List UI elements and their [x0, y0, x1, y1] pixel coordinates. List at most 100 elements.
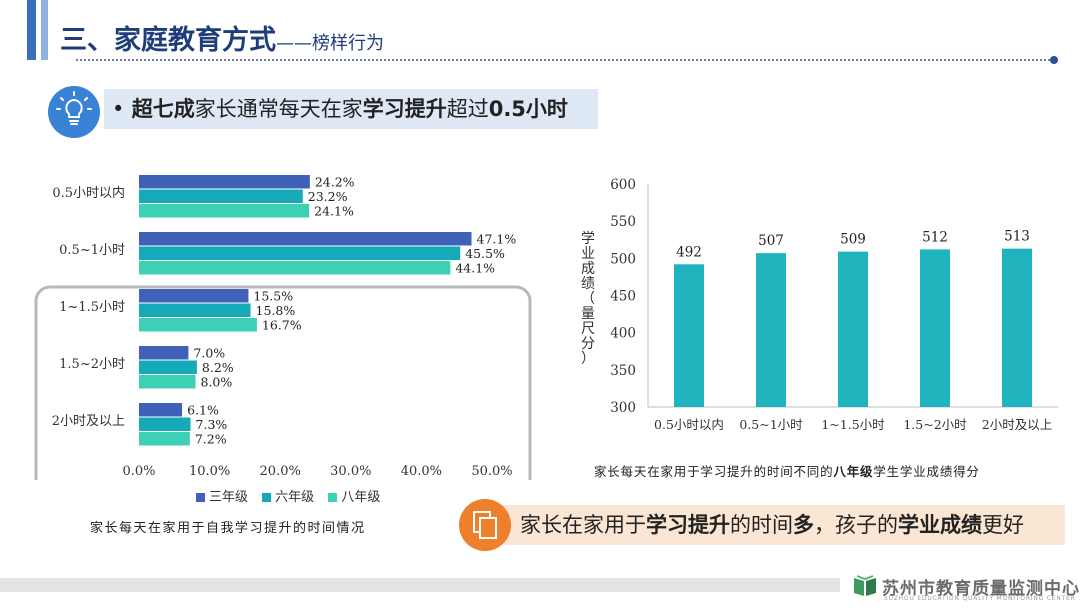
bar	[139, 318, 257, 332]
conclusion-part: 家长在家用于	[520, 513, 646, 537]
caption-part-bold: 八年级	[833, 464, 874, 479]
title-accent-bar-light	[41, 0, 48, 60]
x-category-label: 0.5小时以内	[654, 417, 724, 432]
x-tick-label: 10.0%	[189, 464, 230, 479]
bar	[139, 261, 451, 275]
y-tick-label: 550	[610, 214, 636, 230]
key-point-banner	[104, 89, 598, 129]
legend-swatch-grade8	[328, 493, 338, 502]
bar-value-label: 45.5%	[465, 246, 505, 261]
bar	[139, 360, 197, 374]
bar-value-label: 24.2%	[315, 175, 355, 190]
time-distribution-chart: 0.5小时以内24.2%23.2%24.1%0.5~1小时47.1%45.5%4…	[34, 175, 532, 480]
bar-value-label: 512	[922, 229, 948, 245]
bar	[139, 417, 191, 431]
bar-value-label: 7.0%	[193, 346, 225, 361]
x-tick-label: 40.0%	[401, 464, 442, 479]
title-divider	[76, 59, 1054, 61]
key-point-part: 超七成	[124, 97, 195, 121]
category-label: 2小时及以上	[52, 414, 125, 429]
bar-value-label: 513	[1004, 229, 1030, 245]
bar	[139, 289, 249, 303]
bar-value-label: 15.5%	[253, 289, 293, 304]
title-accent-bar	[27, 0, 36, 60]
bar	[838, 251, 868, 407]
legend-label: 三年级	[209, 490, 249, 505]
bar-value-label: 23.2%	[308, 189, 348, 204]
bar-value-label: 44.1%	[455, 261, 495, 276]
bar-value-label: 8.2%	[202, 360, 234, 375]
bar	[139, 432, 190, 446]
bar	[139, 175, 310, 189]
bar	[139, 303, 251, 317]
key-point-part: 家长通常每天在家	[194, 97, 363, 121]
bar	[920, 249, 950, 407]
right-chart-ylabel: 学业成绩（量尺分）	[581, 231, 595, 367]
bar	[756, 253, 786, 407]
bar	[1002, 248, 1032, 407]
bar	[139, 403, 183, 417]
legend-swatch-grade3	[196, 493, 205, 502]
lightbulb-icon	[48, 86, 100, 138]
y-tick-label: 600	[610, 177, 636, 193]
right-chart-caption: 家长每天在家用于学习提升的时间不同的八年级学生学业成绩得分	[594, 461, 980, 480]
score-by-time-chart: 300 350 400 450 500 550 600 492 0.5小时以内 507 0.5~1小…	[610, 177, 1058, 432]
bar-value-label: 492	[676, 244, 702, 260]
conclusion-part: 更好	[982, 513, 1024, 537]
key-point-part: 学习提升	[362, 97, 447, 121]
x-category-label: 1.5~2小时	[903, 417, 967, 432]
highlight-frame	[34, 285, 532, 480]
key-point-part: 超过	[446, 97, 489, 121]
page-title-main: 三、家庭教育方式	[60, 25, 276, 56]
category-label: 1.5~2小时	[59, 357, 125, 372]
bar-value-label: 507	[758, 233, 784, 249]
conclusion-part: 学业成绩	[898, 513, 982, 537]
conclusion-part: ，孩子的	[814, 513, 898, 537]
legend-label: 六年级	[275, 490, 315, 505]
x-tick-label: 50.0%	[471, 464, 512, 479]
y-tick-label: 400	[610, 326, 636, 342]
conclusion-banner	[500, 505, 1065, 545]
page-title: 三、家庭教育方式——榜样行为	[60, 18, 384, 57]
x-category-label: 1~1.5小时	[821, 417, 885, 432]
footer-org-name: 苏州市教育质量监测中心	[882, 579, 1080, 599]
x-tick-label: 20.0%	[260, 464, 301, 479]
category-label: 0.5~1小时	[59, 243, 125, 258]
key-point-bullet: •	[112, 97, 125, 121]
x-tick-label: 30.0%	[330, 464, 371, 479]
x-category-label: 0.5~1小时	[739, 417, 803, 432]
legend-label: 八年级	[341, 490, 381, 505]
conclusion-text: 家长在家用于学习提升的时间多，孩子的学业成绩更好	[520, 509, 1024, 539]
category-label: 0.5小时以内	[52, 185, 125, 201]
x-tick-label: 0.0%	[122, 464, 155, 479]
legend-swatch-grade6	[262, 493, 272, 502]
bar-value-label: 47.1%	[477, 232, 517, 247]
bar	[139, 346, 189, 360]
category-label: 1~1.5小时	[59, 300, 125, 315]
conclusion-part: 的时间	[730, 513, 793, 537]
y-tick-label: 500	[610, 251, 636, 267]
bar-value-label: 16.7%	[262, 318, 302, 333]
y-tick-label: 300	[610, 400, 636, 416]
footer-bar	[0, 578, 840, 592]
book-logo-icon	[852, 574, 878, 602]
key-point-text: • 超七成家长通常每天在家学习提升超过0.5小时	[112, 93, 568, 123]
bar-value-label: 24.1%	[314, 204, 354, 219]
bar-value-label: 8.0%	[200, 375, 232, 390]
footer-org-name-en: SUZHOU EDUCATION QUALITY MONITORING CENT…	[884, 595, 1076, 602]
bar-value-label: 7.3%	[196, 417, 228, 432]
caption-part: 家长每天在家用于学习提升的时间不同的	[594, 464, 834, 479]
bar-value-label: 15.8%	[256, 303, 296, 318]
bar	[139, 375, 196, 389]
y-tick-label: 450	[610, 289, 636, 305]
left-chart-caption: 家长每天在家用于自我学习提升的时间情况	[90, 521, 366, 536]
x-category-label: 2小时及以上	[982, 417, 1052, 432]
caption-part: 学生学业成绩得分	[873, 464, 980, 479]
chart-legend: 三年级 六年级 八年级	[186, 486, 380, 505]
bar	[139, 189, 303, 203]
conclusion-part: 学习提升	[646, 513, 730, 537]
bar	[139, 232, 472, 246]
document-icon	[459, 499, 511, 551]
conclusion-part: 多	[793, 513, 814, 537]
bar	[674, 264, 704, 407]
